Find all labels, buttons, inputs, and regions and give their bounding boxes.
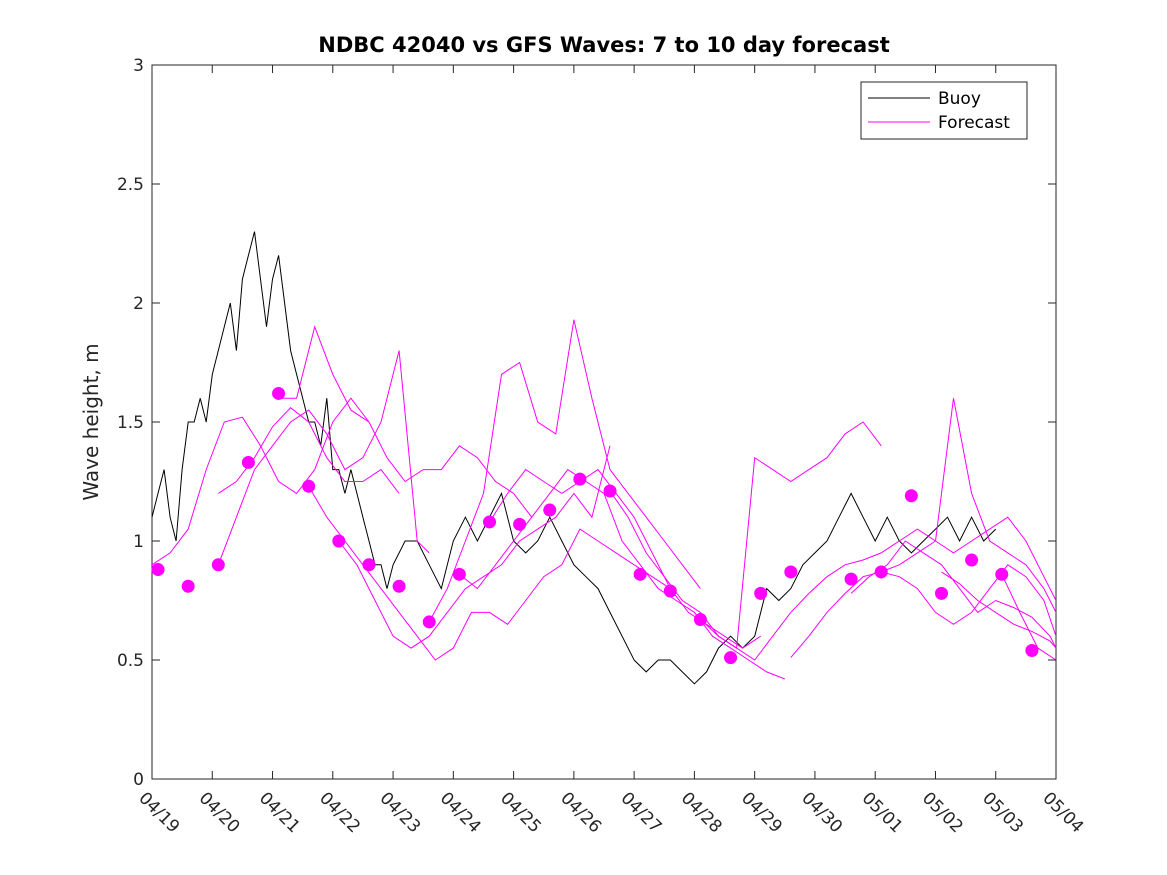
forecast-marker	[934, 586, 948, 600]
forecast-marker	[181, 579, 195, 593]
x-tick-label: 04/25	[496, 788, 545, 837]
x-tick-label: 05/03	[978, 788, 1027, 837]
y-tick-label: 1.5	[117, 413, 144, 433]
forecast-marker	[844, 572, 858, 586]
series-layer	[151, 231, 1057, 685]
forecast-marker	[482, 515, 496, 529]
x-tick-label: 04/29	[737, 788, 786, 837]
y-tick-label: 0.5	[117, 651, 144, 671]
x-tick-label: 05/01	[858, 788, 907, 837]
forecast-marker	[693, 613, 707, 627]
forecast-line-1	[151, 397, 370, 566]
x-tick-label: 04/24	[436, 788, 485, 837]
forecast-marker	[362, 558, 376, 572]
x-tick-label: 04/19	[134, 788, 183, 837]
forecast-marker	[754, 586, 768, 600]
legend-forecast-label: Forecast	[938, 113, 1010, 133]
forecast-marker	[332, 534, 346, 548]
forecast-marker	[211, 558, 225, 572]
x-tick-label: 04/26	[556, 788, 605, 837]
forecast-marker	[724, 651, 738, 665]
x-tick-label: 04/22	[315, 788, 364, 837]
forecast-line-3	[217, 350, 430, 565]
y-tick-label: 2	[133, 294, 144, 314]
forecast-marker	[904, 489, 918, 503]
forecast-line-14	[881, 564, 1057, 637]
x-tick-label: 04/23	[376, 788, 425, 837]
legend-buoy-label: Buoy	[938, 89, 981, 109]
forecast-marker	[965, 553, 979, 567]
forecast-marker	[603, 484, 617, 498]
x-tick-label: 05/04	[1038, 788, 1087, 837]
forecast-line-5	[308, 486, 671, 661]
forecast-marker	[302, 479, 316, 493]
x-tick-label: 04/28	[677, 788, 726, 837]
forecast-marker	[543, 503, 557, 517]
legend-box	[860, 81, 1028, 140]
forecast-marker	[874, 565, 888, 579]
y-tick-label: 3	[133, 56, 144, 76]
forecast-line-15	[941, 571, 1057, 649]
y-tick-label: 0	[133, 770, 144, 790]
plot-area	[151, 64, 1057, 780]
forecast-line-11	[700, 516, 1057, 661]
forecast-line-9	[489, 468, 761, 649]
x-tick-label: 05/02	[918, 788, 967, 837]
forecast-marker	[272, 386, 286, 400]
x-tick-label: 04/27	[617, 788, 666, 837]
forecast-marker	[1025, 643, 1039, 657]
forecast-marker	[151, 563, 165, 577]
forecast-marker	[573, 472, 587, 486]
forecast-line-7	[428, 319, 701, 623]
y-tick-label: 2.5	[117, 175, 144, 195]
x-tick-label: 04/20	[195, 788, 244, 837]
forecast-line-12	[790, 398, 1057, 658]
forecast-marker	[784, 565, 798, 579]
forecast-marker	[663, 584, 677, 598]
forecast-marker	[452, 567, 466, 581]
forecast-line-6	[338, 445, 611, 649]
forecast-marker	[995, 567, 1009, 581]
forecast-marker	[422, 615, 436, 629]
forecast-marker	[513, 517, 527, 531]
buoy-line	[151, 231, 997, 685]
y-tick-label: 1	[133, 532, 144, 552]
forecast-line-4	[278, 325, 533, 518]
forecast-line-8	[459, 468, 785, 680]
forecast-marker	[392, 579, 406, 593]
forecast-line-10	[609, 421, 882, 649]
forecast-marker	[633, 567, 647, 581]
chart-title: NDBC 42040 vs GFS Waves: 7 to 10 day for…	[318, 33, 889, 57]
forecast-line-16	[1001, 574, 1057, 661]
y-axis-label: Wave height, m	[79, 343, 103, 500]
x-tick-label: 04/21	[255, 788, 304, 837]
forecast-line-13	[850, 540, 1057, 649]
forecast-marker	[241, 455, 255, 469]
x-tick-label: 04/30	[797, 788, 846, 837]
legend: Buoy Forecast	[860, 81, 1028, 140]
